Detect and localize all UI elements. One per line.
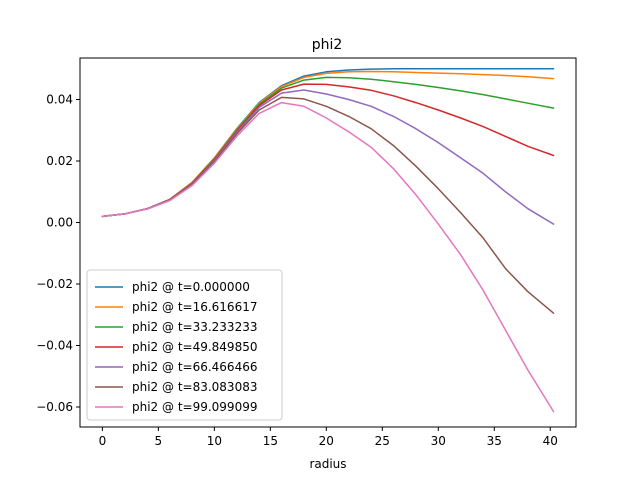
legend-label-0: phi2 @ t=0.000000: [132, 280, 250, 294]
x-tick-label-8: 40: [543, 434, 558, 448]
legend-label-2: phi2 @ t=33.233233: [132, 320, 257, 334]
y-tick-label-0: −0.06: [36, 400, 73, 414]
legend-label-4: phi2 @ t=66.466466: [132, 360, 257, 374]
legend: phi2 @ t=0.000000 phi2 @ t=16.616617 phi2 …: [86, 269, 283, 421]
legend-label-1: phi2 @ t=16.616617: [132, 300, 257, 314]
x-axis-label: radius: [309, 457, 346, 471]
x-tick-label-2: 10: [207, 434, 222, 448]
x-tick-label-0: 0: [99, 434, 107, 448]
y-tick-label-2: −0.02: [36, 277, 73, 291]
x-tick-label-7: 35: [487, 434, 502, 448]
series-line-6: [101, 101, 555, 413]
x-tick-label-1: 5: [155, 434, 163, 448]
chart-title: phi2: [312, 37, 343, 53]
legend-box: [86, 269, 283, 421]
series-layer: [101, 68, 555, 413]
y-tick-label-5: 0.04: [46, 93, 73, 107]
legend-label-5: phi2 @ t=83.083083: [132, 380, 257, 394]
x-tick-label-6: 30: [431, 434, 446, 448]
x-tick-label-3: 15: [263, 434, 278, 448]
legend-label-6: phi2 @ t=99.099099: [132, 400, 257, 414]
y-tick-label-3: 0.00: [46, 216, 73, 230]
legend-label-3: phi2 @ t=49.849850: [132, 340, 257, 354]
y-tick-label-1: −0.04: [36, 339, 73, 353]
plot-frame: [79, 57, 577, 428]
x-tick-label-5: 25: [375, 434, 390, 448]
x-tick-label-4: 20: [319, 434, 334, 448]
y-tick-label-4: 0.02: [46, 154, 73, 168]
ticks-layer: 0 5 10 15 20 25 30 35 40 −0.06 −0.04 −0.02 0.00 0.02 0…: [36, 93, 558, 448]
